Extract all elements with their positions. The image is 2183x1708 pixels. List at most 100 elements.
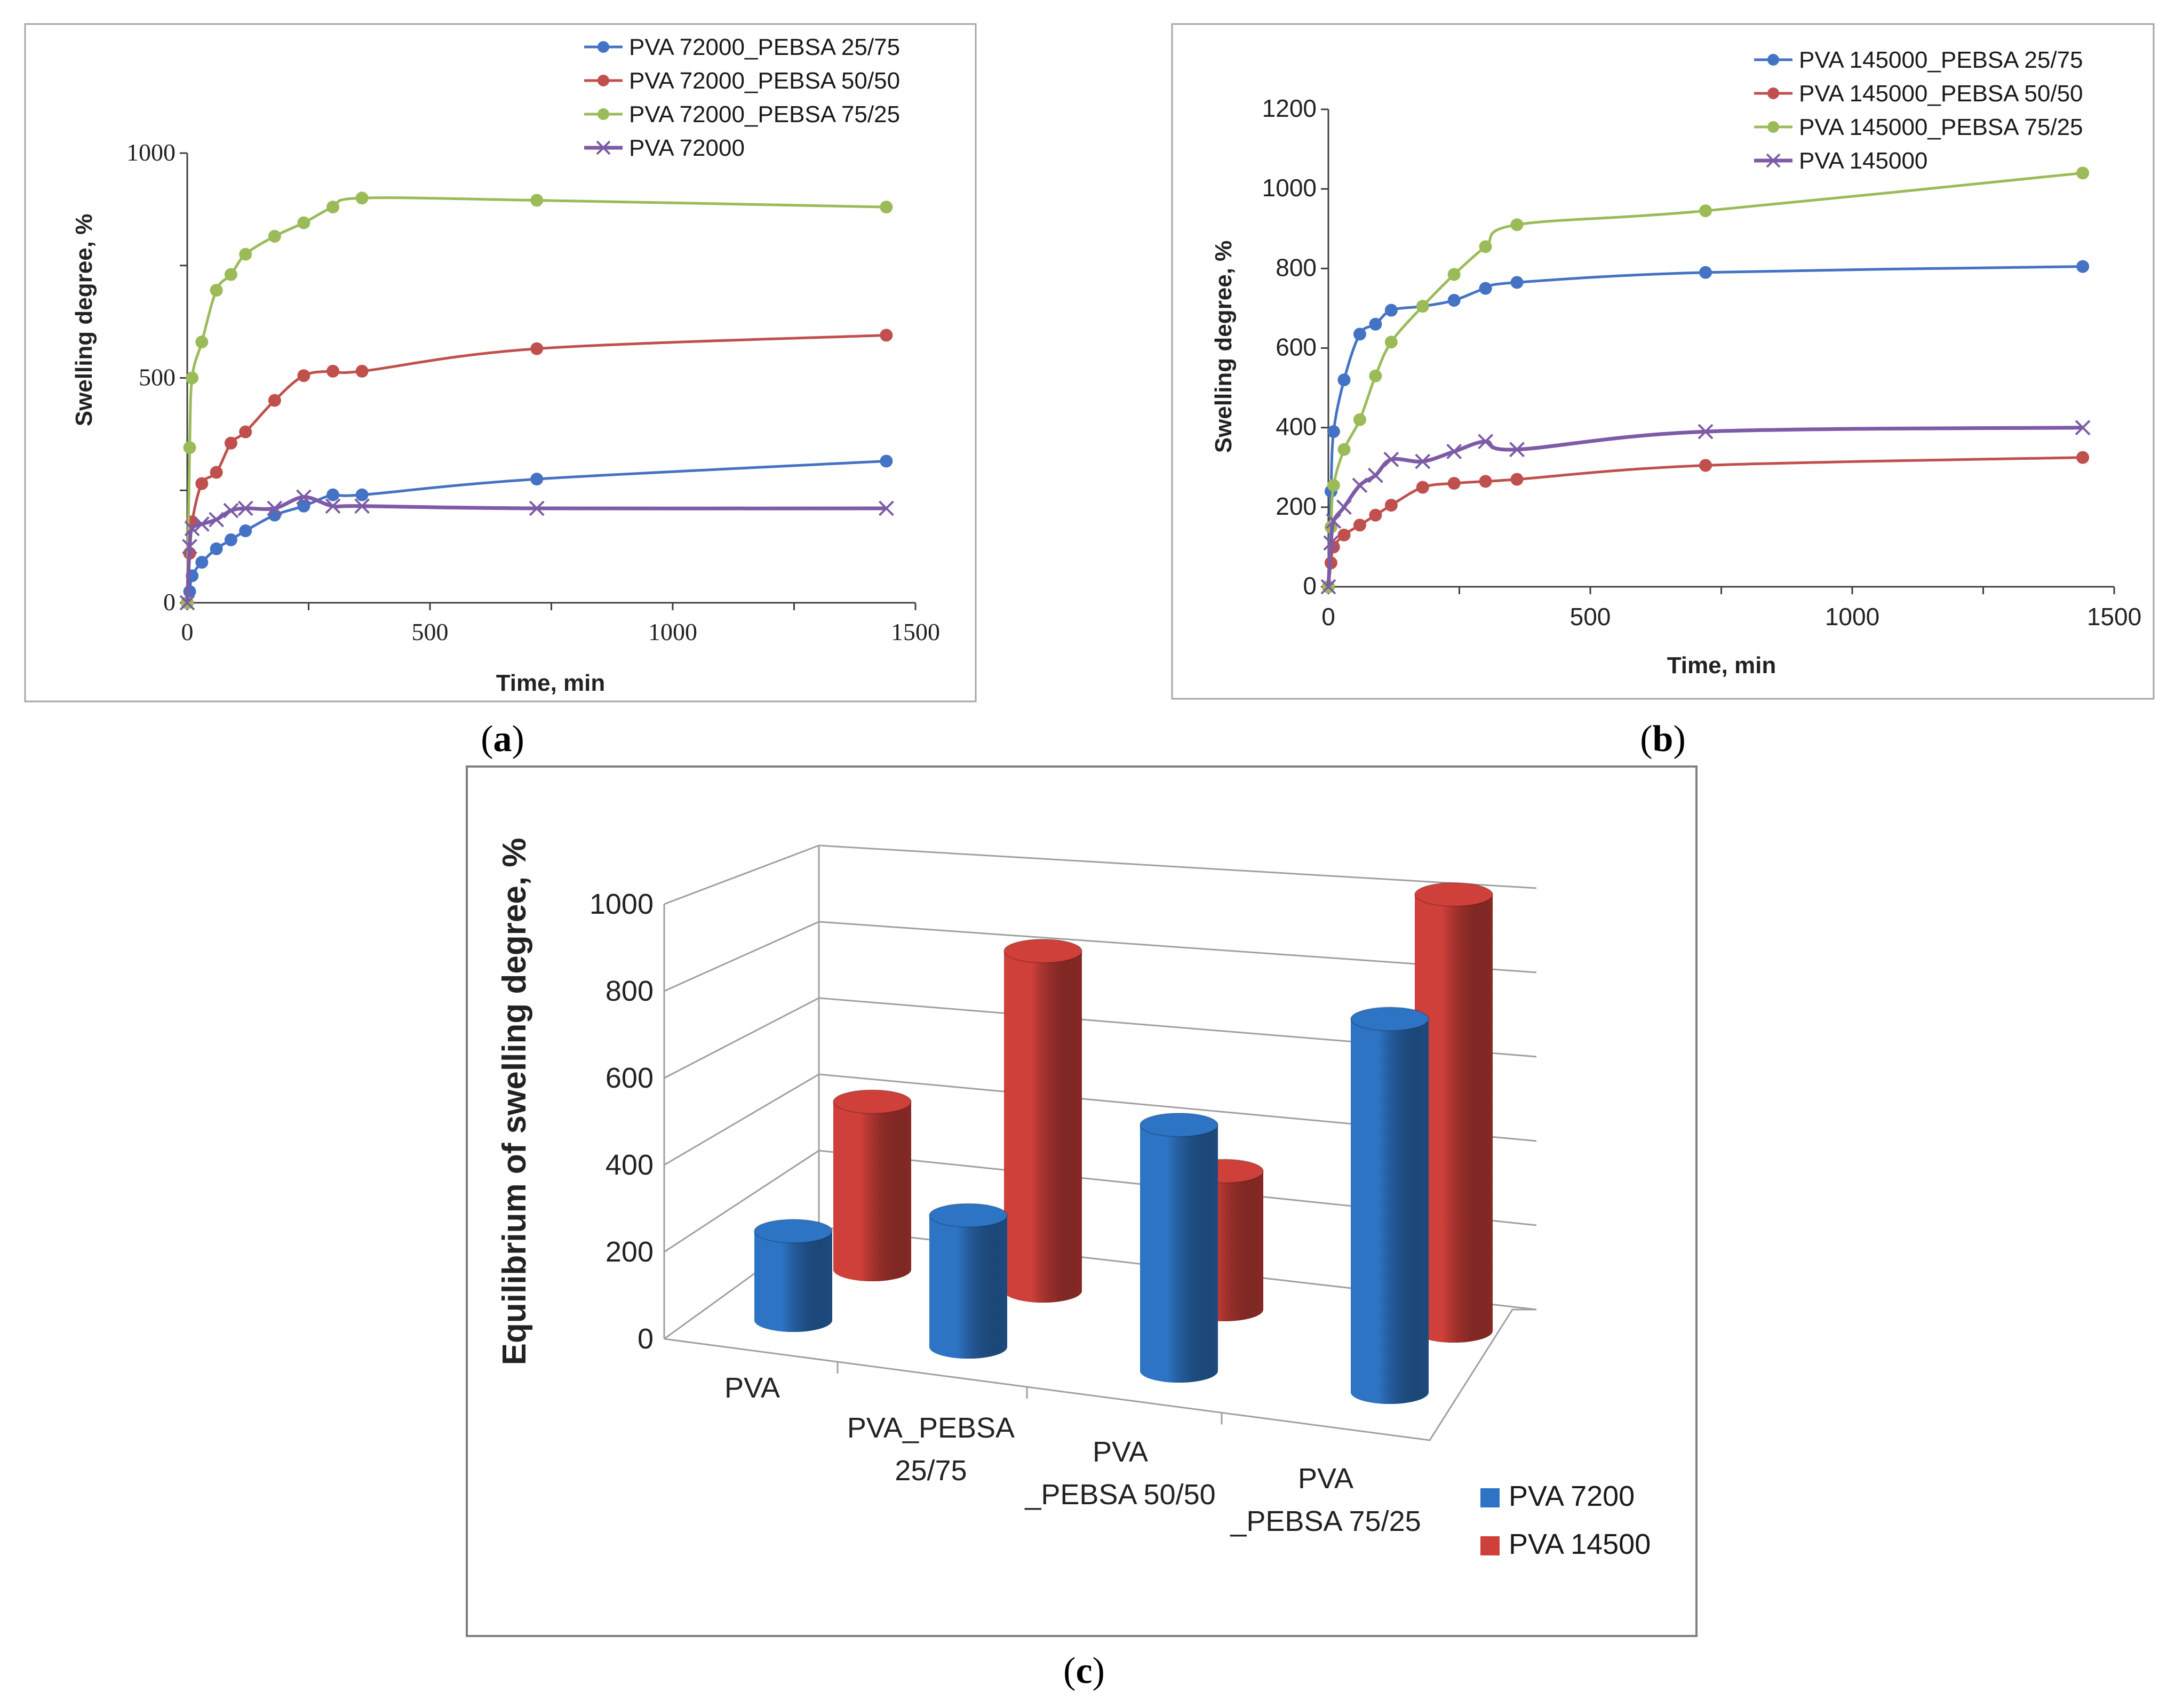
series-marker-1 [530,473,544,486]
cylinder-shade [1004,951,1082,1303]
marker-stroke [1326,513,1342,529]
marker-stroke [1698,424,1714,440]
series-line-2 [1327,456,2083,587]
legend-label-2: PVA 14500 [1509,1528,1651,1560]
series-marker-4 [194,516,210,532]
series-marker-4 [1383,451,1399,467]
series-marker-1 [2076,260,2090,273]
series-line-1 [186,459,887,603]
series-marker-4 [878,500,894,516]
series-marker-3 [239,248,252,261]
floor-outline [664,1308,1536,1441]
series-marker-3 [268,229,281,243]
series-marker-4 [184,521,200,537]
bar-pva-14500 [1003,938,1082,1303]
legend-label-3: PVA 72000_PEBSA 75/25 [629,101,900,127]
series-marker-1 [1337,373,1351,387]
y-tick-label: 400 [605,1149,654,1181]
marker-stroke [529,500,545,516]
series-marker-3 [326,201,339,214]
y-tick-label: 800 [605,975,654,1007]
series-marker-3 [1384,336,1398,349]
series-marker-4 [223,502,239,518]
y-tick-label: 1000 [126,139,176,166]
x-tick-label: 1000 [648,618,697,645]
series-marker-1 [1447,294,1461,307]
panel-c-legend: PVA 7200 PVA 14500 [1480,1480,1651,1560]
series-marker-3 [1510,218,1524,232]
series-marker-1 [224,533,237,546]
panel-b-caption-letter: b [1653,719,1674,760]
series-marker-2 [880,329,893,342]
series-marker-4 [296,489,312,505]
marker-stroke [1383,451,1399,467]
panel-a-ylabel: Swelling degree, % [71,214,97,427]
legend-swatch-marker [597,108,609,120]
y-tick-label: 0 [638,1323,654,1355]
category-label: PVA _PEBSA 75/25 [1230,1463,1421,1537]
series-marker-2 [2076,451,2090,464]
y-tick-label: 200 [605,1236,654,1268]
series-marker-3 [355,191,369,205]
series-marker-1 [880,454,893,468]
legend-label-2: PVA 72000_PEBSA 50/50 [629,68,900,94]
y-tick-label: 1000 [1262,174,1317,202]
bar-pva-7200 [1350,1007,1429,1404]
y-tick-label: 1200 [1262,94,1317,122]
cylinder-shade [1351,1019,1429,1404]
series-marker-2 [355,364,369,378]
series-marker-3 [1337,443,1351,456]
series-marker-1 [1353,328,1366,341]
series-marker-4 [529,500,545,516]
category-label-line: PVA [1093,1436,1148,1468]
legend-swatch-marker [1767,54,1779,66]
series-marker-3 [880,201,893,214]
series-marker-3 [530,194,544,207]
series-marker-4 [1698,424,1714,440]
legend-swatch-marker [1766,153,1781,168]
series-marker-2 [1699,459,1712,472]
series-marker-3 [297,216,310,229]
legend-label-1: PVA 72000_PEBSA 25/75 [629,34,900,60]
marker-stroke [179,595,195,611]
series-marker-4 [325,498,341,514]
y-tick-label: 500 [139,364,176,391]
marker-stroke [1367,467,1383,483]
series-marker-2 [210,466,223,479]
y-tick-label: 600 [605,1062,654,1094]
panel-a-legend: PVA 72000_PEBSA 25/75 PVA 72000_PEBSA 50/… [584,34,900,161]
category-label: PVA [724,1372,780,1404]
marker-stroke [354,498,370,514]
series-marker-2 [239,425,252,438]
series-marker-2 [1479,475,1492,488]
cylinder-top [1414,882,1493,907]
bar-pva-14500 [1414,882,1493,1343]
category-label-line: _PEBSA 50/50 [1024,1479,1215,1511]
series-marker-3 [2076,166,2090,180]
panel-c-caption-letter: c [1075,1650,1092,1691]
panel-b-ylabel: Swelling degree, % [1210,241,1237,453]
x-tick-label: 500 [1570,603,1611,630]
bar-pva-14500 [833,1089,912,1281]
series-line-2 [186,333,887,603]
y-tick-label: 0 [163,588,176,616]
marker-stroke [209,512,225,528]
cylinder-top [1350,1007,1429,1032]
series-marker-4 [1352,477,1368,493]
series-marker-1 [1327,425,1340,438]
category-label-line: _PEBSA 75/25 [1230,1505,1421,1537]
marker-stroke [194,516,210,532]
x-tick-label: 1500 [891,618,940,645]
series-marker-2 [1510,473,1524,486]
x-tick-label: 0 [1321,603,1335,630]
panel-b-plot-area: 0 500 1000 1500 0 200 400 600 800 1000 1200 [1262,94,2142,630]
marker-stroke [878,500,894,516]
series-marker-1 [1699,266,1712,279]
series-marker-4 [1446,444,1462,459]
series-marker-3 [183,441,196,454]
legend-label-1: PVA 145000_PEBSA 25/75 [1799,47,2083,73]
series-marker-4 [2075,420,2091,436]
panel-a-caption-letter: a [493,719,512,760]
